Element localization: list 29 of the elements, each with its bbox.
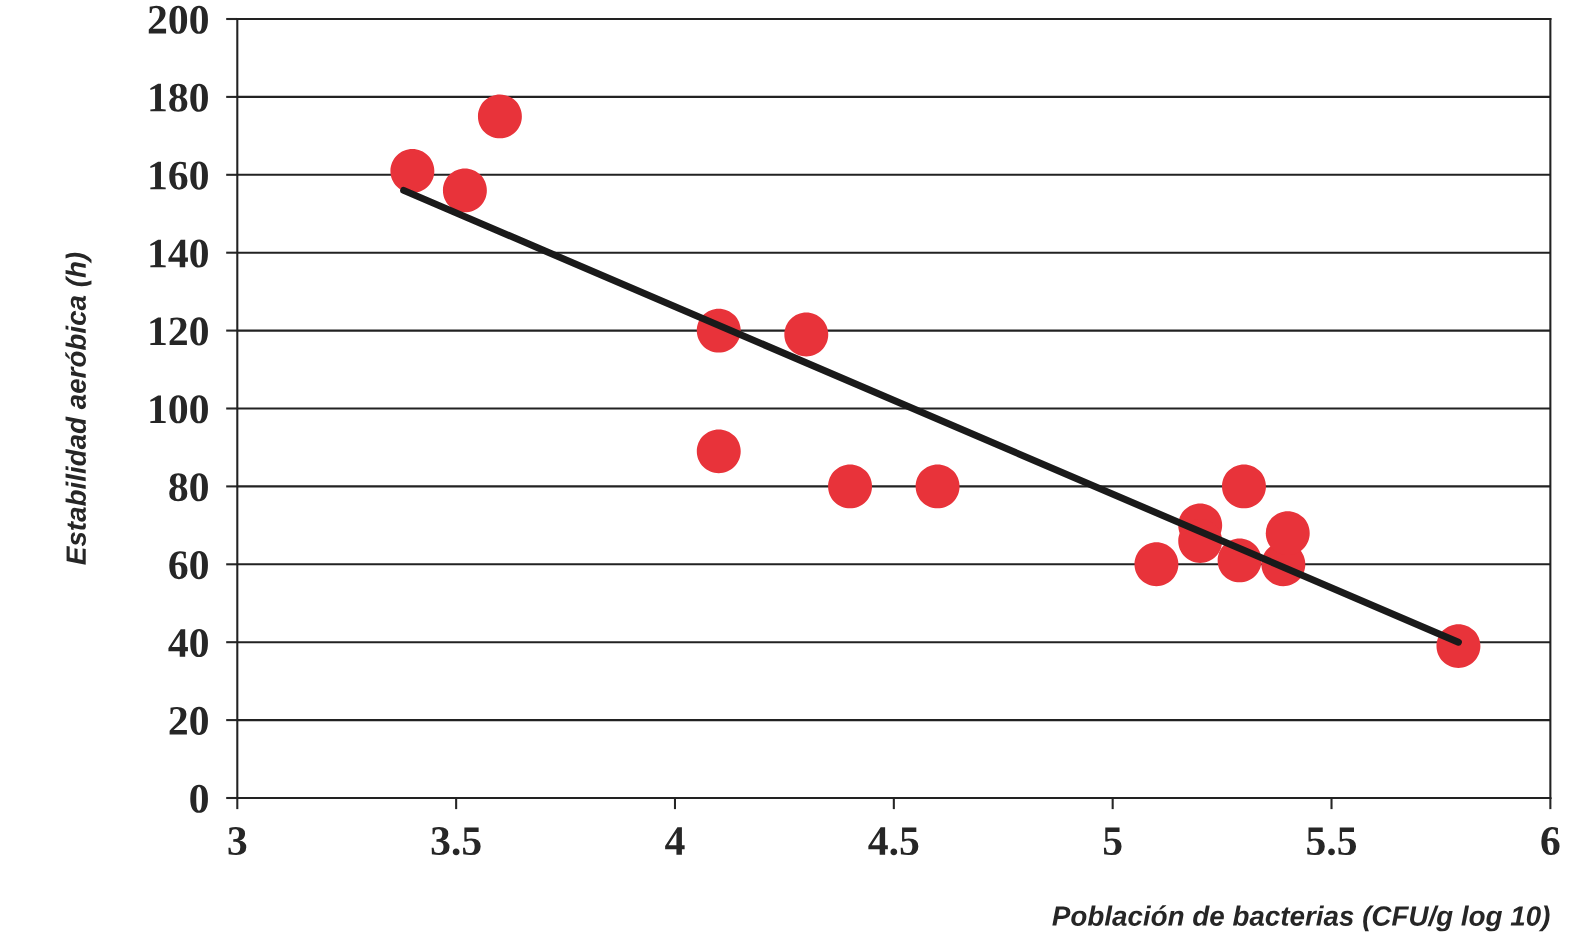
- y-tick-label: 60: [169, 551, 208, 580]
- y-tick-label: 40: [168, 628, 208, 658]
- y-tick-label: 80: [169, 473, 208, 502]
- x-tick-label: 4: [665, 827, 685, 855]
- x-tick-label: 6: [1541, 827, 1560, 856]
- point: [477, 94, 522, 139]
- point: [390, 148, 435, 193]
- point: [784, 312, 829, 357]
- x-tick-label: 5: [1103, 827, 1122, 856]
- point: [442, 168, 487, 213]
- point: [828, 464, 873, 509]
- x-tick-label: 5.5: [1307, 827, 1357, 856]
- y-axis-title: Estabilidad aeróbica (h): [65, 252, 92, 565]
- y-tick-label: 0: [190, 784, 208, 813]
- y-tick-label: 20: [169, 706, 208, 735]
- y-tick-label: 120: [150, 317, 208, 346]
- y-tick-label: 180: [150, 83, 208, 112]
- x-tick-label: 4.5: [868, 827, 919, 856]
- y-tick-label: 160: [150, 161, 208, 190]
- point: [915, 464, 960, 509]
- point: [696, 429, 741, 474]
- y-tick-label: 200: [148, 5, 208, 34]
- y-tick-label: 100: [150, 395, 208, 424]
- x-tick-label: 3: [228, 827, 247, 856]
- x-axis-title: Población de bacterias (CFU/g log 10): [1052, 905, 1550, 932]
- point: [1222, 464, 1266, 509]
- y-tick-label: 140: [150, 239, 208, 268]
- x-tick-label: 3.5: [431, 827, 481, 856]
- point: [1134, 542, 1179, 587]
